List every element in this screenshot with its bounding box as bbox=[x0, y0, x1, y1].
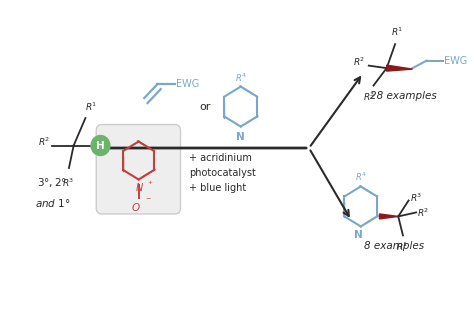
Text: + acridinium: + acridinium bbox=[189, 153, 252, 163]
Text: 8 examples: 8 examples bbox=[364, 241, 424, 251]
Text: $O$: $O$ bbox=[131, 201, 141, 214]
Circle shape bbox=[91, 136, 110, 156]
Text: $^-$: $^-$ bbox=[144, 195, 152, 204]
Text: 28 examples: 28 examples bbox=[370, 91, 437, 101]
Text: $R^3$: $R^3$ bbox=[62, 176, 74, 189]
Text: $R^2$: $R^2$ bbox=[417, 206, 429, 219]
Text: $R^3$: $R^3$ bbox=[363, 91, 375, 103]
Text: EWG: EWG bbox=[444, 56, 467, 66]
Text: N: N bbox=[354, 230, 363, 240]
Polygon shape bbox=[387, 65, 412, 71]
Text: $R^2$: $R^2$ bbox=[353, 56, 365, 68]
Text: EWG: EWG bbox=[176, 79, 199, 89]
Text: N: N bbox=[237, 131, 245, 141]
Text: $R^4$: $R^4$ bbox=[235, 71, 246, 83]
Text: photocatalyst: photocatalyst bbox=[189, 168, 256, 178]
Text: $R^2$: $R^2$ bbox=[38, 135, 51, 148]
Text: $and\ 1°$: $and\ 1°$ bbox=[35, 197, 70, 209]
Text: $R^1$: $R^1$ bbox=[85, 101, 98, 113]
FancyBboxPatch shape bbox=[96, 125, 181, 214]
Text: $R^1$: $R^1$ bbox=[396, 240, 408, 253]
Polygon shape bbox=[379, 214, 398, 219]
Text: H: H bbox=[96, 141, 105, 151]
Text: $R^1$: $R^1$ bbox=[391, 26, 403, 38]
Text: $^+$: $^+$ bbox=[146, 180, 153, 188]
Text: $3°, 2°$: $3°, 2°$ bbox=[37, 176, 67, 189]
Text: $R^4$: $R^4$ bbox=[355, 171, 367, 184]
Text: $R^3$: $R^3$ bbox=[410, 191, 422, 204]
Text: $N$: $N$ bbox=[135, 181, 144, 193]
Text: + blue light: + blue light bbox=[189, 183, 246, 193]
Text: or: or bbox=[200, 102, 211, 111]
